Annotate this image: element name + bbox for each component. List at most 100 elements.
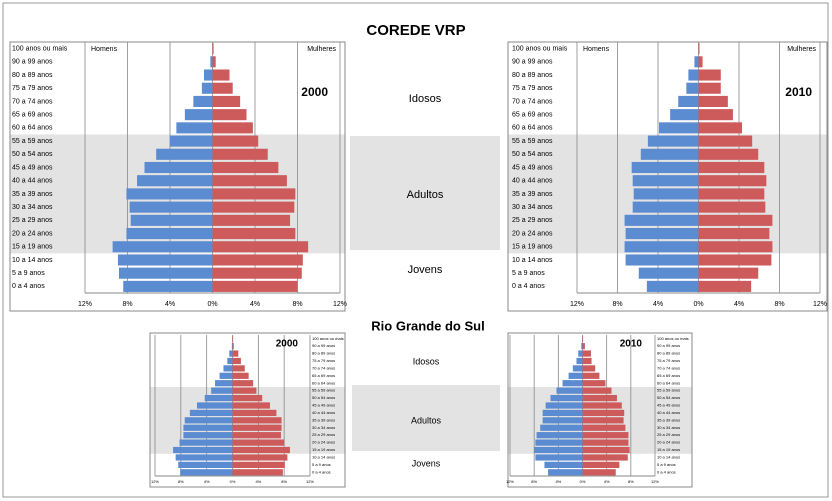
bar [624,241,699,253]
bar [232,350,239,357]
y-tick-label: 25 a 29 anos [312,432,335,437]
bar [548,469,583,476]
y-tick-label: 90 a 99 anos [512,59,553,66]
bar [544,461,583,468]
bar [212,56,216,68]
y-tick-label: 30 a 34 anos [12,204,53,211]
x-tick-label: 8% [281,479,287,484]
bar [632,201,699,213]
bar [698,241,773,253]
y-tick-label: 55 a 59 anos [312,388,335,393]
adult-band [350,136,500,250]
y-tick-label: 5 a 9 anos [512,270,545,277]
bar [212,228,296,240]
y-tick-label: 25 a 29 anos [512,217,553,224]
y-tick-label: 15 a 19 anos [657,447,680,452]
bar [232,446,290,454]
bar [698,148,759,160]
y-tick-label: 5 a 9 anos [312,462,331,467]
group-label: Jovens [412,458,441,468]
y-tick-label: 20 a 24 anos [657,440,680,445]
y-tick-label: 50 a 54 anos [12,151,53,158]
bar [698,280,752,292]
title: COREDE VRP [366,22,465,39]
bar [698,175,767,187]
bar [126,188,213,200]
bar [212,82,233,94]
bar [698,161,765,174]
x-tick-label: 0% [693,301,703,308]
y-tick-label: 20 a 24 anos [12,230,53,237]
bar [686,82,699,94]
bar [232,461,285,468]
bar [223,365,233,372]
x-tick-label: 0% [580,479,586,484]
y-tick-label: 35 a 39 anos [512,191,553,198]
bar [678,95,699,107]
x-tick-label: 8% [628,479,634,484]
group-label: Idosos [409,93,442,105]
bar [112,241,213,253]
bar [542,409,583,417]
bar [232,387,257,394]
group-label: Adultos [411,415,442,425]
y-tick-label: 100 anos ou mais [657,336,689,341]
y-tick-label: 45 a 49 anos [12,164,53,171]
bar [568,372,583,379]
x-tick-label: 12% [813,301,827,308]
x-tick-label: 4% [734,301,744,308]
bar [640,148,699,160]
bar [137,175,213,187]
y-tick-label: 35 a 39 anos [657,417,680,422]
y-tick-label: 50 a 54 anos [657,395,680,400]
bar [582,424,626,431]
bar [184,109,213,121]
bar [582,394,617,402]
year-label: 2000 [301,85,328,99]
bar [535,439,583,446]
y-tick-label: 60 a 64 anos [12,125,53,132]
bar [625,254,699,266]
bar [227,357,233,365]
year-label: 2010 [785,85,812,99]
y-tick-label: 75 a 79 anos [657,358,680,363]
bar [582,461,620,468]
y-tick-label: 35 a 39 anos [12,191,53,198]
y-tick-label: 65 a 69 anos [12,112,53,119]
y-tick-label: 30 a 34 anos [512,204,553,211]
legend-label: Homens [91,46,118,53]
bar [576,357,583,365]
x-tick-label: 4% [165,301,175,308]
bar [232,357,241,365]
y-tick-label: 100 anos ou mais [312,336,344,341]
bar [582,446,630,454]
y-tick-label: 15 a 19 anos [512,244,553,251]
bar [212,201,295,213]
y-tick-label: 30 a 34 anos [312,425,335,430]
bar [183,424,233,431]
y-tick-label: 55 a 59 anos [512,138,553,145]
y-tick-label: 90 a 99 anos [657,343,680,348]
y-tick-label: 20 a 24 anos [312,440,335,445]
y-tick-label: 70 a 74 anos [12,98,53,105]
bar [212,148,268,160]
bar [582,469,616,476]
bar [232,365,245,372]
bar [156,148,213,160]
y-tick-label: 70 a 74 anos [312,365,335,370]
bar [212,122,253,134]
legend-label: Mulheres [787,46,816,53]
y-tick-label: 65 a 69 anos [657,373,680,378]
y-tick-label: 60 a 64 anos [512,125,553,132]
bar [232,335,234,342]
bar [123,280,213,292]
bar [698,135,753,147]
bar [646,280,699,292]
x-tick-label: 4% [653,301,663,308]
y-tick-label: 15 a 19 anos [312,447,335,452]
y-tick-label: 50 a 54 anos [312,395,335,400]
bar [647,135,699,147]
bar [212,135,259,147]
bar [581,343,583,350]
